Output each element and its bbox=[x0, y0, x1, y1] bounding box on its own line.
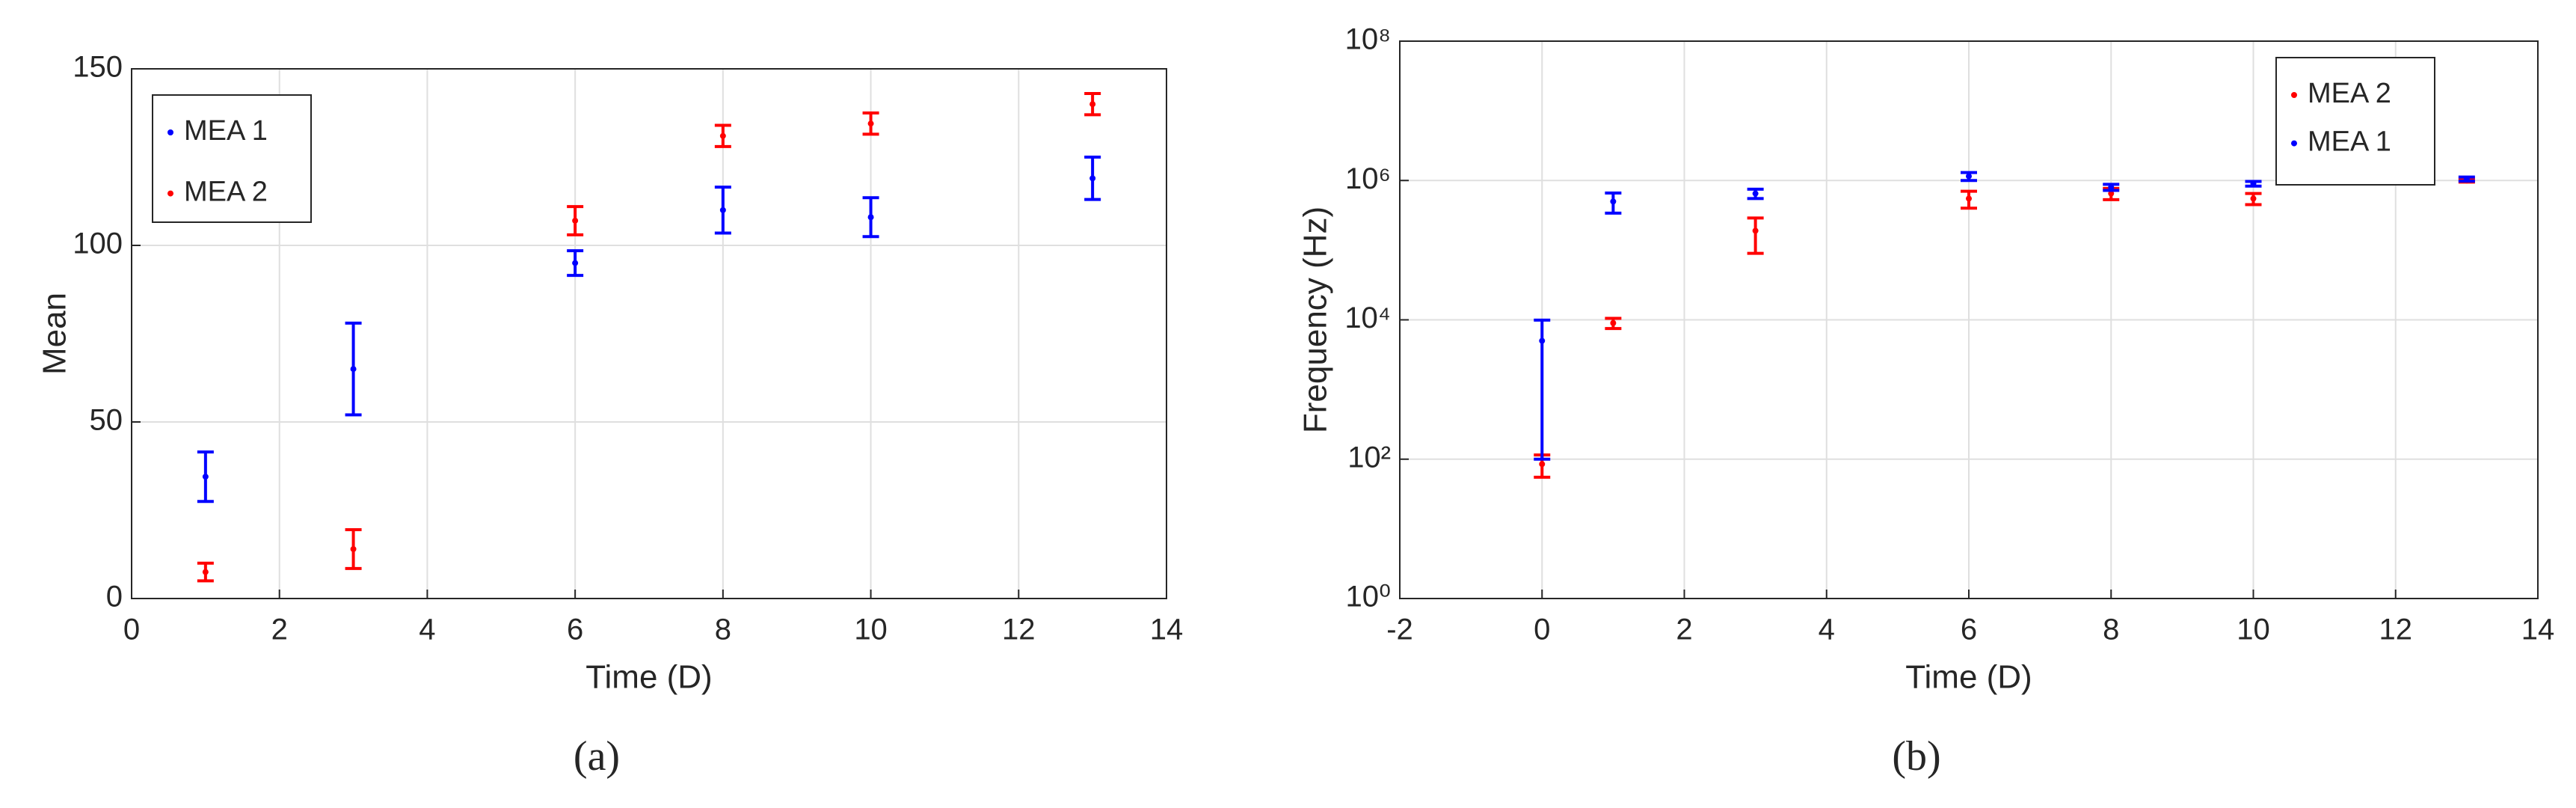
legend-box bbox=[152, 94, 312, 223]
x-tick-label: 2 bbox=[271, 613, 288, 646]
x-tick-label: 0 bbox=[1534, 613, 1550, 646]
point bbox=[1752, 190, 1759, 197]
plot-frame bbox=[1399, 40, 2539, 599]
legend-marker bbox=[167, 190, 173, 197]
point bbox=[719, 132, 726, 139]
point bbox=[1966, 173, 1972, 180]
point bbox=[350, 545, 357, 552]
y-axis-label: Mean bbox=[37, 293, 73, 375]
x-tick-label: 6 bbox=[567, 613, 583, 646]
x-tick-label: 14 bbox=[2521, 613, 2555, 646]
x-tick-label: 2 bbox=[1676, 613, 1692, 646]
x-tick-label: 4 bbox=[1819, 613, 1835, 646]
y-tick-label: 10⁰ bbox=[1345, 581, 1391, 613]
plot-frame bbox=[131, 68, 1167, 599]
y-tick-label: 10⁴ bbox=[1344, 302, 1391, 334]
point bbox=[2108, 190, 2115, 197]
y-tick-label: 10⁶ bbox=[1345, 162, 1391, 195]
chart: 0 2 4 6 8 10 12 14 0 50 100 150 Time (D) Mean (a) MEA 1… bbox=[37, 51, 1184, 780]
x-tick-label: 12 bbox=[2379, 613, 2413, 646]
point bbox=[1752, 227, 1759, 234]
point bbox=[719, 206, 726, 213]
point bbox=[1610, 198, 1617, 205]
point bbox=[2463, 176, 2470, 183]
x-axis-label: Time (D) bbox=[585, 659, 712, 696]
y-tick-label: 10⁸ bbox=[1345, 23, 1391, 56]
point bbox=[1089, 175, 1096, 182]
point bbox=[867, 120, 874, 127]
x-tick-label: 8 bbox=[715, 613, 731, 646]
legend-label: MEA 2 bbox=[2308, 78, 2391, 109]
chart: -2 0 2 4 6 8 10 12 14 10⁰ 10² 10⁴ 10⁶ 10⁸ Time (D) Freq… bbox=[1297, 23, 2555, 780]
x-tick-label: 12 bbox=[1002, 613, 1036, 646]
point bbox=[572, 260, 579, 266]
caption: (b) bbox=[1892, 733, 1940, 780]
y-tick-label: 100 bbox=[73, 227, 123, 260]
x-tick-label: -2 bbox=[1386, 613, 1413, 646]
point bbox=[2108, 184, 2115, 191]
point bbox=[867, 214, 874, 221]
legend-marker bbox=[2291, 92, 2297, 98]
legend-marker bbox=[167, 129, 173, 135]
x-tick-label: 14 bbox=[1150, 613, 1184, 646]
x-tick-label: 8 bbox=[2103, 613, 2119, 646]
point bbox=[202, 474, 209, 480]
point bbox=[350, 366, 357, 373]
point bbox=[1966, 195, 1972, 202]
x-tick-label: 6 bbox=[1961, 613, 1977, 646]
y-tick-label: 10² bbox=[1347, 441, 1391, 474]
legend-label: MEA 1 bbox=[2308, 126, 2391, 158]
caption: (a) bbox=[574, 733, 620, 780]
y-tick-label: 150 bbox=[73, 51, 123, 84]
point bbox=[2250, 195, 2257, 202]
point bbox=[202, 569, 209, 575]
legend-label: MEA 1 bbox=[184, 115, 268, 147]
legend-box bbox=[2275, 57, 2435, 186]
point bbox=[1539, 461, 1546, 468]
x-tick-label: 10 bbox=[854, 613, 888, 646]
x-tick-label: 4 bbox=[419, 613, 435, 646]
y-tick-label: 50 bbox=[90, 404, 123, 437]
y-tick-label: 0 bbox=[106, 581, 123, 613]
point bbox=[2250, 180, 2257, 187]
x-tick-label: 0 bbox=[123, 613, 140, 646]
point bbox=[1610, 319, 1617, 326]
legend-label: MEA 2 bbox=[184, 177, 268, 208]
point bbox=[1089, 101, 1096, 108]
legend-marker bbox=[2291, 140, 2297, 147]
point bbox=[1539, 337, 1546, 344]
x-tick-label: 10 bbox=[2237, 613, 2270, 646]
y-axis-label: Frequency (Hz) bbox=[1297, 206, 1334, 433]
x-axis-label: Time (D) bbox=[1905, 659, 2032, 696]
point bbox=[572, 217, 579, 224]
